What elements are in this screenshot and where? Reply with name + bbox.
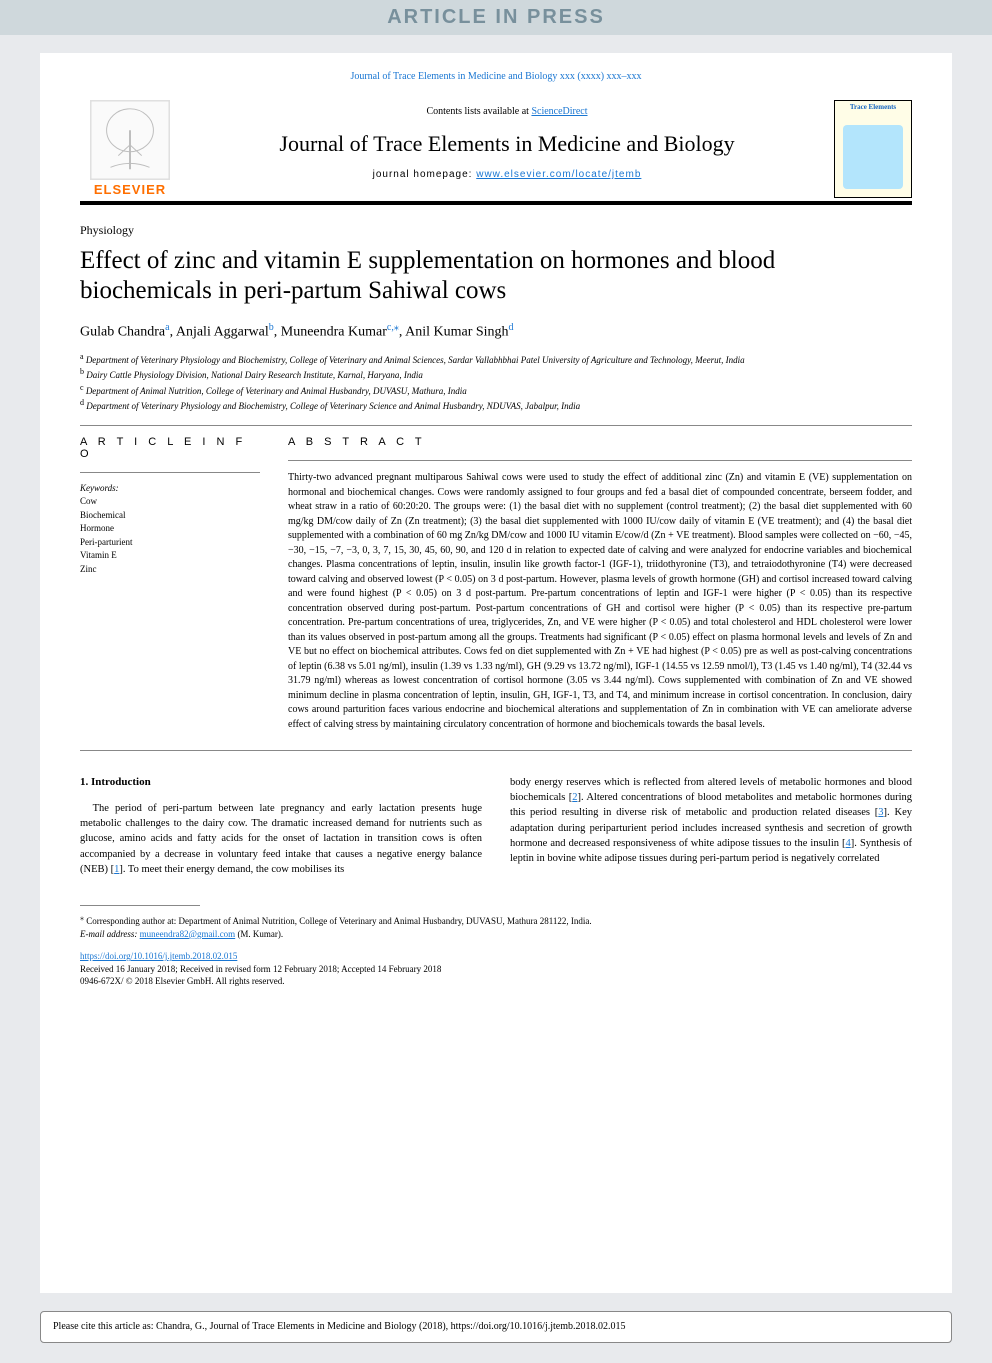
body-column-left: 1. Introduction The period of peri-partu… [80, 775, 482, 877]
divider [80, 472, 260, 473]
elsevier-tree-icon [90, 100, 170, 180]
abstract-text: Thirty-two advanced pregnant multiparous… [288, 471, 912, 732]
affiliation: a Department of Veterinary Physiology an… [80, 351, 912, 367]
paper-page: Journal of Trace Elements in Medicine an… [40, 53, 952, 1293]
reference-link[interactable]: 3 [878, 807, 883, 818]
keyword: Zinc [80, 563, 260, 577]
author-list: Gulab Chandraa, Anjali Aggarwalb, Muneen… [80, 322, 912, 341]
email-line: E-mail address: muneendra82@gmail.com (M… [80, 928, 912, 941]
keyword: Vitamin E [80, 549, 260, 563]
journal-cover-thumbnail: Trace Elements [834, 100, 912, 198]
reference-link[interactable]: 1 [114, 864, 119, 875]
elsevier-logo: ELSEVIER [80, 100, 180, 201]
author: Muneendra Kumar [281, 325, 387, 340]
affiliation: b Dairy Cattle Physiology Division, Nati… [80, 366, 912, 382]
corr-marker: ⁎ [80, 913, 84, 922]
divider [288, 460, 912, 461]
journal-header: ELSEVIER Contents lists available at Sci… [80, 100, 912, 205]
divider [80, 905, 200, 906]
article-title: Effect of zinc and vitamin E supplementa… [80, 246, 912, 306]
journal-homepage-link[interactable]: www.elsevier.com/locate/jtemb [476, 169, 641, 180]
divider [80, 750, 912, 751]
corresponding-email-link[interactable]: muneendra82@gmail.com [140, 929, 236, 939]
cover-title: Trace Elements [837, 103, 909, 111]
keywords-label: Keywords: [80, 483, 260, 493]
info-abstract-row: A R T I C L E I N F O Keywords: CowBioch… [80, 436, 912, 732]
author: Anjali Aggarwal [176, 325, 269, 340]
keyword: Cow [80, 495, 260, 509]
keywords-list: CowBiochemicalHormonePeri-parturientVita… [80, 495, 260, 576]
keyword: Peri-parturient [80, 536, 260, 550]
intro-paragraph-1: The period of peri-partum between late p… [80, 801, 482, 877]
article-section-tag: Physiology [80, 223, 912, 238]
sciencedirect-link[interactable]: ScienceDirect [531, 106, 587, 117]
journal-homepage-line: journal homepage: www.elsevier.com/locat… [192, 169, 822, 180]
author: Gulab Chandra [80, 325, 165, 340]
keyword: Biochemical [80, 509, 260, 523]
affiliation: d Department of Veterinary Physiology an… [80, 397, 912, 413]
body-columns: 1. Introduction The period of peri-partu… [80, 775, 912, 877]
cover-graphic [843, 125, 903, 189]
elsevier-wordmark: ELSEVIER [94, 182, 166, 197]
keyword: Hormone [80, 522, 260, 536]
divider [80, 425, 912, 426]
abstract-column: A B S T R A C T Thirty-two advanced preg… [288, 436, 912, 732]
article-in-press-banner: ARTICLE IN PRESS [0, 0, 992, 35]
header-center: Contents lists available at ScienceDirec… [180, 100, 834, 201]
affiliation-list: a Department of Veterinary Physiology an… [80, 351, 912, 413]
author-affil-sup: c,⁎ [387, 322, 399, 333]
email-suffix: (M. Kumar). [235, 929, 283, 939]
reference-link[interactable]: 2 [572, 792, 577, 803]
contents-prefix: Contents lists available at [426, 106, 531, 117]
author: Anil Kumar Singh [405, 325, 508, 340]
article-info-column: A R T I C L E I N F O Keywords: CowBioch… [80, 436, 260, 732]
please-cite-box: Please cite this article as: Chandra, G.… [40, 1311, 952, 1343]
email-label: E-mail address: [80, 929, 140, 939]
author-affil-sup: d [509, 322, 514, 333]
journal-title: Journal of Trace Elements in Medicine an… [192, 131, 822, 157]
corr-text: Corresponding author at: Department of A… [86, 916, 591, 926]
reference-link[interactable]: 4 [846, 838, 851, 849]
doi-link[interactable]: https://doi.org/10.1016/j.jtemb.2018.02.… [80, 951, 237, 961]
top-journal-citation: Journal of Trace Elements in Medicine an… [80, 71, 912, 82]
received-line: Received 16 January 2018; Received in re… [80, 963, 912, 976]
section-heading-introduction: 1. Introduction [80, 775, 482, 791]
affiliation: c Department of Animal Nutrition, Colleg… [80, 382, 912, 398]
homepage-prefix: journal homepage: [373, 169, 477, 180]
contents-lists-line: Contents lists available at ScienceDirec… [192, 106, 822, 117]
body-column-right: body energy reserves which is reflected … [510, 775, 912, 877]
corresponding-author: ⁎ Corresponding author at: Department of… [80, 912, 912, 928]
abstract-heading: A B S T R A C T [288, 436, 912, 448]
issn-copyright-line: 0946-672X/ © 2018 Elsevier GmbH. All rig… [80, 975, 912, 988]
author-affil-sup: a [165, 322, 169, 333]
article-info-heading: A R T I C L E I N F O [80, 436, 260, 460]
author-affil-sup: b [269, 322, 274, 333]
footer-block: ⁎ Corresponding author at: Department of… [80, 905, 912, 988]
intro-paragraph-2: body energy reserves which is reflected … [510, 775, 912, 866]
